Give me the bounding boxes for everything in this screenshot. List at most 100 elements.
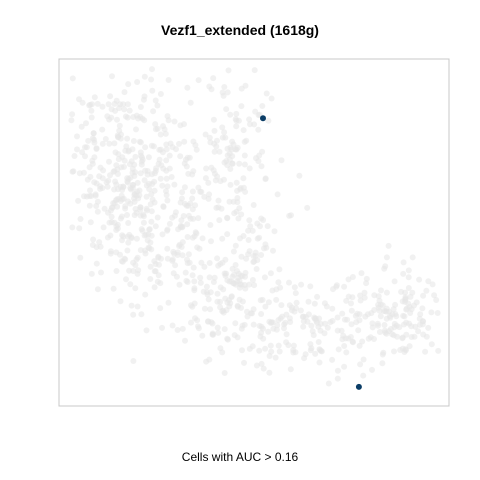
background-cell-point (99, 126, 106, 133)
background-cell-point (203, 358, 210, 365)
background-cell-point (75, 197, 82, 204)
background-cell-point (169, 256, 176, 263)
background-cell-point (94, 100, 101, 107)
background-cell-point (71, 153, 78, 159)
background-cell-point (387, 326, 394, 332)
background-cell-point (236, 160, 243, 167)
background-cell-point (345, 293, 352, 300)
background-cell-point (148, 232, 155, 239)
background-cell-point (142, 247, 149, 254)
background-cell-point (224, 162, 231, 169)
background-cell-point (104, 113, 111, 120)
background-cell-point (205, 296, 212, 303)
background-cell-point (339, 310, 346, 317)
background-cell-point (377, 313, 384, 320)
background-cell-point (191, 278, 198, 285)
background-cell-point (220, 92, 227, 99)
background-cell-point (232, 146, 239, 153)
background-cell-point (87, 187, 93, 194)
background-cell-point (90, 130, 97, 137)
background-cell-point (221, 84, 228, 90)
background-cell-point (120, 184, 127, 191)
background-cell-point (183, 277, 190, 284)
background-cell-point (128, 302, 135, 309)
background-cell-point (357, 292, 364, 299)
background-cell-point (176, 241, 183, 248)
background-cell-point (246, 116, 253, 123)
background-cell-point (142, 167, 149, 174)
background-cell-point (383, 330, 390, 337)
background-cell-point (224, 299, 231, 306)
background-cell-point (241, 282, 248, 288)
background-cell-point (184, 234, 191, 240)
background-cell-point (252, 108, 259, 115)
background-cell-point (253, 362, 260, 369)
background-cell-point (261, 274, 268, 281)
background-cell-point (383, 254, 390, 261)
background-cell-point (115, 156, 122, 163)
background-cell-point (113, 181, 120, 188)
background-cell-point (211, 127, 218, 134)
background-cell-point (114, 116, 120, 123)
background-cell-point (184, 84, 191, 91)
background-cell-point (269, 319, 276, 326)
background-cell-point (148, 218, 155, 225)
background-cell-point (89, 157, 96, 164)
background-cell-point (163, 157, 170, 164)
background-cell-point (122, 113, 129, 120)
background-cell-point (74, 133, 80, 140)
background-cell-point (252, 253, 259, 259)
background-cell-point (396, 324, 403, 331)
background-cell-point (188, 302, 194, 309)
background-cell-point (345, 276, 352, 283)
background-cell-point (195, 184, 202, 191)
background-cell-point (157, 175, 164, 182)
background-cell-point (181, 138, 188, 145)
background-cell-point (259, 103, 266, 109)
background-cell-point (134, 179, 141, 186)
background-cell-point (137, 149, 144, 156)
background-cell-point (195, 77, 202, 84)
background-cell-point (305, 298, 312, 305)
background-cell-point (151, 170, 158, 177)
background-cell-point (201, 263, 208, 270)
background-cell-point (218, 205, 225, 212)
background-cell-point (148, 208, 155, 215)
background-cell-point (125, 220, 132, 226)
background-cell-point (375, 293, 382, 300)
background-cell-point (435, 347, 442, 354)
background-cell-point (251, 282, 258, 289)
background-cell-point (169, 322, 176, 329)
background-cell-point (238, 325, 245, 332)
background-cell-point (245, 227, 252, 234)
background-cell-point (258, 215, 265, 222)
background-cell-point (358, 270, 365, 277)
background-cell-point (361, 294, 368, 301)
background-cells (68, 66, 442, 387)
background-cell-point (137, 139, 144, 146)
background-cell-point (250, 321, 257, 328)
background-cell-point (117, 298, 124, 305)
background-cell-point (221, 370, 228, 376)
background-cell-point (258, 252, 265, 258)
background-cell-point (341, 316, 348, 323)
background-cell-point (230, 248, 237, 255)
background-cell-point (149, 181, 156, 187)
background-cell-point (147, 276, 154, 282)
background-cell-point (104, 183, 111, 190)
background-cell-point (415, 328, 422, 335)
background-cell-point (192, 202, 199, 209)
background-cell-point (142, 291, 149, 298)
background-cell-point (91, 136, 97, 143)
background-cell-point (106, 158, 112, 165)
background-cell-point (143, 182, 150, 189)
background-cell-point (262, 241, 269, 248)
background-cell-point (87, 219, 94, 226)
background-cell-point (216, 148, 223, 155)
background-cell-point (179, 325, 186, 332)
background-cell-point (232, 320, 239, 327)
background-cell-point (189, 272, 196, 279)
background-cell-point (348, 321, 355, 328)
background-cell-point (151, 187, 158, 194)
background-cell-point (220, 309, 227, 316)
